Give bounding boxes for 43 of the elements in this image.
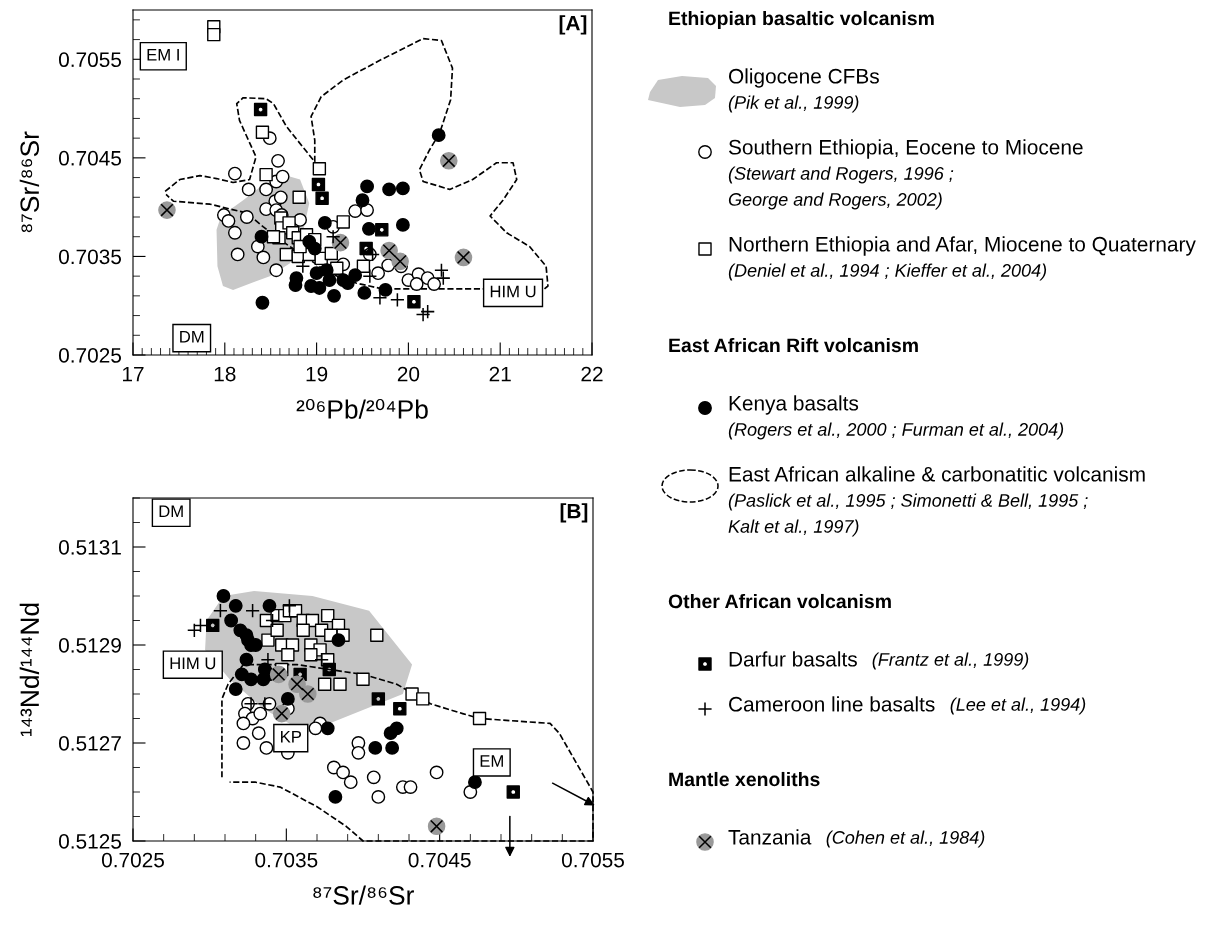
y-tick-label: 0.5125: [58, 834, 122, 849]
x-tick-label: 0.7055: [561, 852, 624, 868]
y-tick-label: 0.7035: [58, 249, 122, 265]
legend-label: Oligocene CFBs (Pik et al., 1999): [728, 68, 879, 113]
chart-title: [A]: [559, 15, 587, 35]
legend-label: Tanzania (Cohen et al., 1984): [728, 829, 985, 848]
x-tick-label: 19: [306, 366, 328, 382]
annotation: HIM U: [170, 657, 216, 670]
legend-label: Kenya basalts (Rogers et al., 2000 ; Furman et al., 2004): [728, 395, 1064, 440]
text: Other African volcanism: [668, 593, 891, 609]
legend-label: Southern Ethiopia, Eocene to Miocene (Stewart and Rogers, 1996 ; George and Rogers, 2002): [728, 139, 1083, 210]
legend-label: Northern Ethiopia and Afar, Miocene to Quaternary (Deniel et al., 1994 ; Kieffer et al., 2004): [728, 236, 1196, 281]
x-tick-label: 18: [214, 366, 236, 382]
text: Mantle xenoliths: [669, 771, 820, 787]
annotation: HIM U: [490, 285, 536, 298]
x-tick-label: 0.7045: [408, 852, 471, 868]
y-tick-label: 0.5127: [58, 736, 121, 751]
x-tick-label: 0.7025: [101, 852, 164, 868]
chart-title: [B]: [560, 503, 588, 523]
x-axis-title: ²⁰⁶Pb/²⁰⁴Pb: [296, 398, 428, 419]
annotation: EM: [480, 755, 503, 767]
legend-label: East African alkaline & carbonatitic volcanism (Paslick et al., 1995 ; Simonetti & Bell, 1995 ; Kalt et al., 1997): [728, 466, 1145, 537]
x-tick-label: 21: [489, 366, 511, 382]
x-tick-label: 17: [123, 366, 144, 382]
y-tick-label: 0.7045: [58, 150, 122, 166]
annotation: DM: [159, 505, 183, 518]
y-tick-label: 0.5129: [58, 638, 121, 653]
y-axis-title: ⁸⁷Sr/⁸⁶Sr: [19, 131, 40, 233]
x-axis-title: ⁸⁷Sr/⁸⁶Sr: [313, 885, 414, 905]
y-tick-label: 0.7025: [58, 348, 122, 363]
text: Ethiopian basaltic volcanism: [669, 10, 934, 30]
y-axis-title: ¹⁴³Nd/¹⁴⁴Nd: [19, 603, 40, 737]
annotation: KP: [281, 730, 302, 743]
annotation: DM: [180, 330, 204, 343]
y-tick-label: 0.7055: [58, 52, 122, 68]
x-tick-label: 0.7035: [255, 852, 318, 868]
x-tick-label: 20: [397, 366, 420, 382]
x-tick-label: 22: [581, 366, 603, 382]
annotation: EM I: [147, 49, 179, 61]
legend-label: Cameroon line basalts (Lee et al., 1994): [729, 696, 1086, 715]
y-tick-label: 0.5131: [58, 540, 121, 555]
legend-label: Darfur basalts (Frantz et al., 1999): [729, 651, 1029, 670]
text: East African Rift volcanism: [669, 337, 918, 353]
